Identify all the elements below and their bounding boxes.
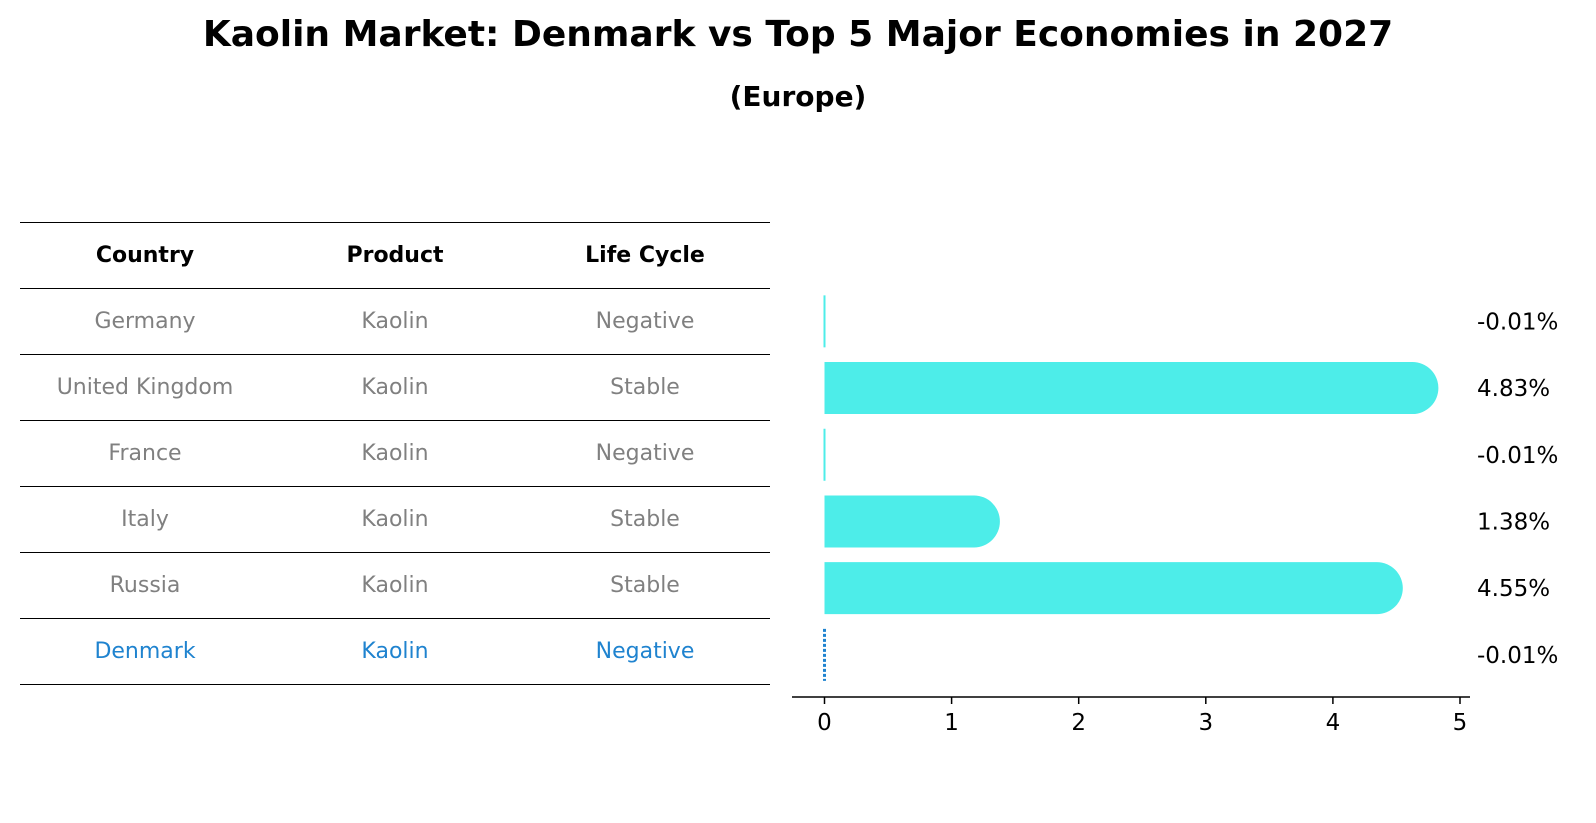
value-label: -0.01% bbox=[1477, 643, 1558, 669]
table-header-row: Country Product Life Cycle bbox=[20, 222, 770, 289]
life-cycle-cell: Negative bbox=[520, 288, 770, 355]
country-cell: Italy bbox=[20, 486, 270, 553]
value-label: 1.38% bbox=[1477, 509, 1550, 535]
column-header-product: Product bbox=[270, 222, 520, 289]
table-row: United Kingdom Kaolin Stable bbox=[20, 354, 770, 421]
life-cycle-table: Country Product Life Cycle Germany Kaoli… bbox=[20, 222, 770, 685]
product-cell: Kaolin bbox=[270, 354, 520, 421]
x-tick-label: 4 bbox=[1326, 710, 1341, 736]
value-label: 4.83% bbox=[1477, 376, 1550, 402]
x-tick-label: 5 bbox=[1453, 710, 1468, 736]
bar-russia bbox=[824, 562, 1403, 615]
life-cycle-cell: Negative bbox=[520, 420, 770, 487]
x-tick-label: 3 bbox=[1198, 710, 1213, 736]
product-cell: Kaolin bbox=[270, 288, 520, 355]
life-cycle-cell: Stable bbox=[520, 486, 770, 553]
table-row: Russia Kaolin Stable bbox=[20, 552, 770, 619]
table-row: Italy Kaolin Stable bbox=[20, 486, 770, 553]
table-row: Germany Kaolin Negative bbox=[20, 288, 770, 355]
life-cycle-cell: Stable bbox=[520, 354, 770, 421]
product-cell: Kaolin bbox=[270, 552, 520, 619]
product-cell: Kaolin bbox=[270, 420, 520, 487]
column-header-life-cycle: Life Cycle bbox=[520, 222, 770, 289]
chart-subtitle: (Europe) bbox=[729, 80, 867, 113]
country-cell: France bbox=[20, 420, 270, 487]
country-cell: Denmark bbox=[20, 618, 270, 685]
x-tick-label: 2 bbox=[1071, 710, 1086, 736]
life-cycle-cell: Stable bbox=[520, 552, 770, 619]
country-cell: Russia bbox=[20, 552, 270, 619]
country-cell: United Kingdom bbox=[20, 354, 270, 421]
product-cell: Kaolin bbox=[270, 486, 520, 553]
bars-group bbox=[823, 295, 1439, 681]
x-ticks-group: 0 1 2 3 4 5 bbox=[817, 697, 1467, 736]
value-label: -0.01% bbox=[1477, 443, 1558, 469]
value-label: -0.01% bbox=[1477, 309, 1558, 335]
bar-united-kingdom bbox=[824, 362, 1439, 415]
bar-italy bbox=[824, 495, 1000, 548]
chart-title: Kaolin Market: Denmark vs Top 5 Major Ec… bbox=[202, 14, 1394, 55]
table-row: France Kaolin Negative bbox=[20, 420, 770, 487]
value-labels-group: -0.01% 4.83% -0.01% 1.38% 4.55% -0.01% bbox=[1477, 309, 1558, 668]
product-cell: Kaolin bbox=[270, 618, 520, 685]
x-tick-label: 1 bbox=[944, 710, 959, 736]
table-row-highlight: Denmark Kaolin Negative bbox=[20, 618, 770, 685]
country-cell: Germany bbox=[20, 288, 270, 355]
column-header-country: Country bbox=[20, 222, 270, 289]
value-label: 4.55% bbox=[1477, 576, 1550, 602]
x-tick-label: 0 bbox=[817, 710, 832, 736]
life-cycle-cell: Negative bbox=[520, 618, 770, 685]
